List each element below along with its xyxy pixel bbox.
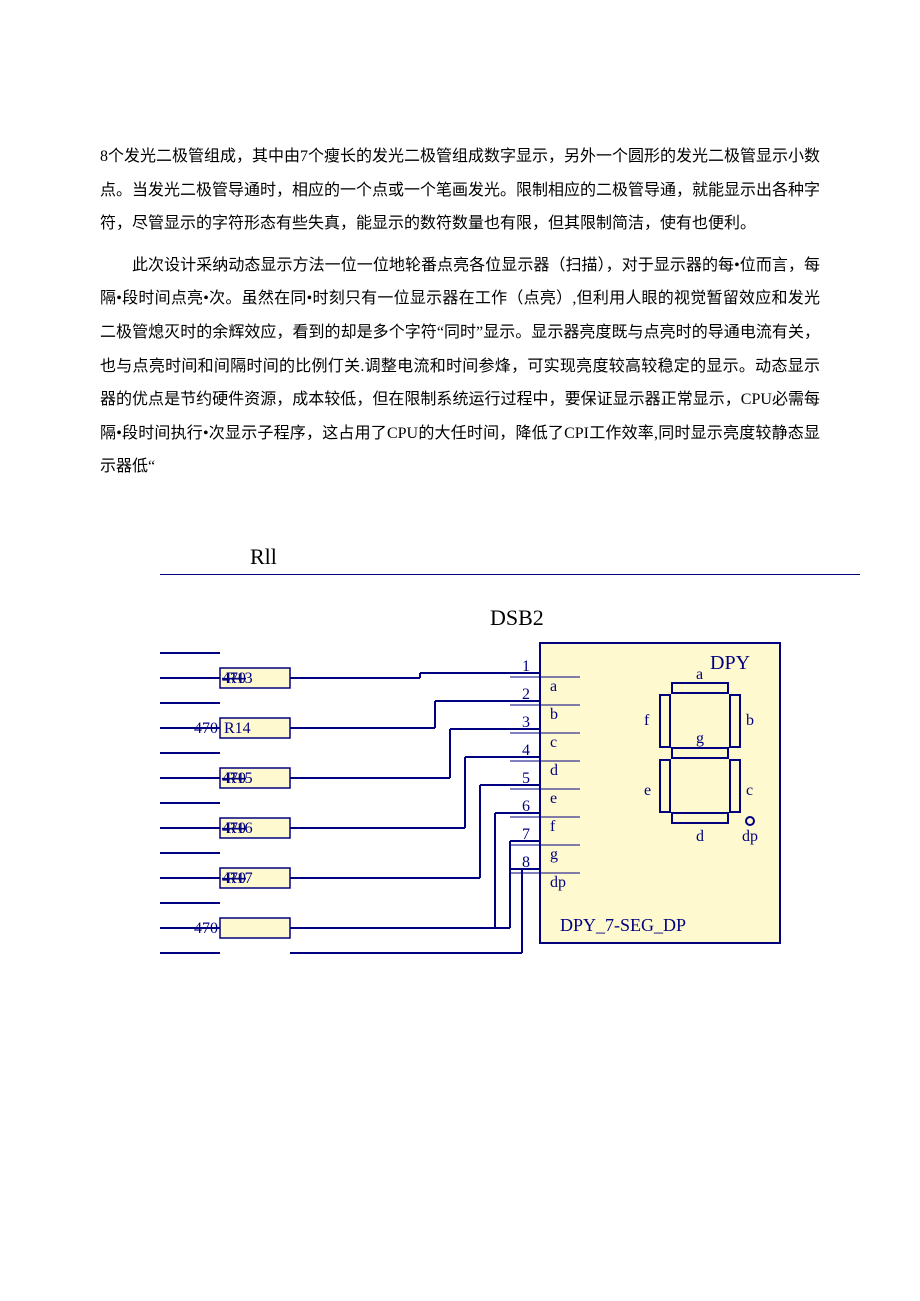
svg-text:7: 7: [522, 826, 530, 843]
label-dsb2: DSB2: [490, 605, 820, 631]
svg-text:3: 3: [522, 714, 530, 731]
svg-text:5: 5: [522, 770, 530, 787]
svg-text:g: g: [550, 846, 558, 863]
svg-text:8: 8: [522, 854, 530, 871]
svg-text:6: 6: [522, 798, 530, 815]
schematic-svg: 470R13470R14470R15470R16470R17470DPYDPY_…: [160, 633, 800, 1003]
svg-text:f: f: [550, 818, 556, 835]
paragraph-2: 此次设计采纳动态显示方法一位一位地轮番点亮各位显示器（扫描），对于显示器的每•位…: [100, 249, 820, 484]
svg-text:g: g: [696, 730, 704, 747]
paragraph-1: 8个发光二极管组成，其中由7个瘦长的发光二极管组成数字显示，另外一个圆形的发光二…: [100, 140, 820, 241]
svg-text:470: 470: [194, 920, 218, 937]
svg-text:f: f: [644, 712, 650, 729]
svg-text:470: 470: [194, 720, 218, 737]
svg-text:R14: R14: [224, 720, 251, 737]
svg-text:d: d: [550, 762, 558, 779]
svg-text:d: d: [696, 828, 704, 845]
svg-text:R17: R17: [226, 870, 253, 887]
svg-text:2: 2: [522, 686, 530, 703]
svg-text:DPY_7-SEG_DP: DPY_7-SEG_DP: [560, 915, 686, 935]
svg-text:dp: dp: [550, 874, 566, 891]
label-rll: Rll: [250, 544, 820, 570]
svg-text:a: a: [696, 666, 703, 683]
svg-text:R13: R13: [226, 670, 253, 687]
svg-text:dp: dp: [742, 828, 758, 845]
svg-text:4: 4: [522, 742, 530, 759]
svg-text:e: e: [550, 790, 557, 807]
svg-text:b: b: [550, 706, 558, 723]
svg-text:c: c: [746, 782, 753, 799]
svg-text:1: 1: [522, 658, 530, 675]
svg-text:R15: R15: [226, 770, 253, 787]
svg-text:e: e: [644, 782, 651, 799]
svg-text:c: c: [550, 734, 557, 751]
svg-text:DPY: DPY: [710, 652, 750, 674]
svg-text:b: b: [746, 712, 754, 729]
schematic-diagram: DSB2 470R13470R14470R15470R16470R17470DP…: [160, 605, 820, 1003]
svg-text:R16: R16: [226, 820, 253, 837]
svg-text:a: a: [550, 678, 557, 695]
divider-line: [160, 574, 860, 575]
